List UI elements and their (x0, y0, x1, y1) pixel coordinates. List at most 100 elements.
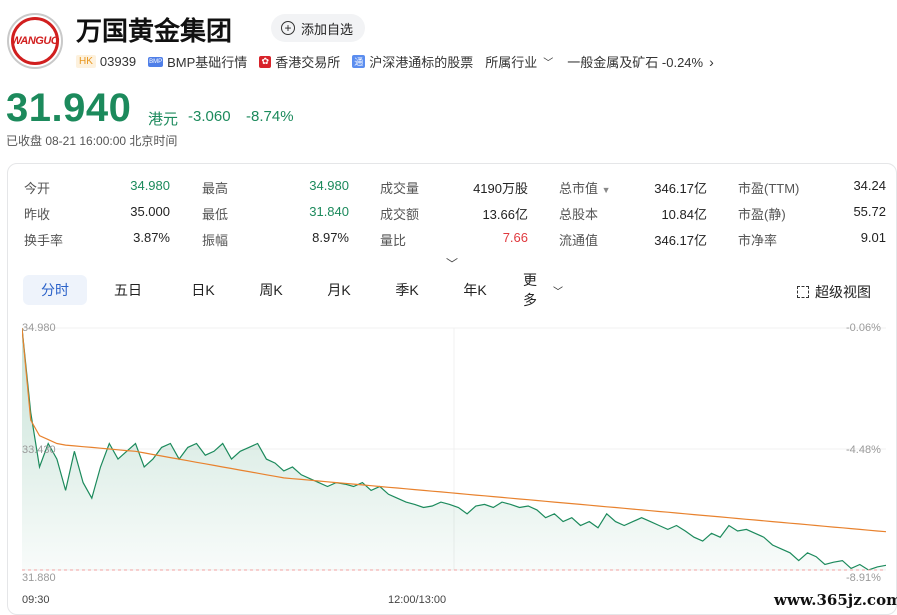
x-tick-midday: 12:00/13:00 (388, 594, 447, 606)
price-unit: 港元 (148, 111, 179, 128)
x-tick-open: 09:30 (22, 594, 50, 606)
watermark: www.365jz.com (774, 591, 897, 609)
average-price-line (22, 327, 886, 533)
stat-label: 昨收 (24, 207, 51, 222)
stat-amplitude: 振幅 8.97% (202, 230, 349, 248)
tab-more[interactable]: 更多 ﹀ (509, 272, 577, 308)
stat-value: 55.72 (853, 204, 886, 219)
stat-label: 今开 (24, 181, 51, 196)
stat-label: 市净率 (738, 233, 778, 248)
stat-total-shares: 总股本 10.84亿 (559, 204, 707, 222)
stat-label: 换手率 (24, 233, 64, 248)
stat-label: 振幅 (202, 233, 229, 248)
stat-value: 3.87% (133, 230, 170, 245)
bmp-tag[interactable]: BMP BMP基础行情 (148, 52, 247, 71)
stat-value: 4190万股 (473, 181, 528, 196)
bmp-tag-label: BMP基础行情 (167, 55, 248, 70)
stat-value: 31.840 (309, 204, 349, 219)
stat-value: 35.000 (130, 204, 170, 219)
stock-code: 03939 (99, 54, 137, 69)
y-tick-left-mid: 33.430 (22, 444, 56, 456)
stat-high: 最高 34.980 (202, 178, 349, 196)
price-area (22, 328, 886, 570)
stock-tags: HK 03939 BMP BMP基础行情 ✿ 香港交易所 通 沪深港通标的股票 … (76, 52, 726, 71)
market-badge: HK (76, 55, 96, 68)
hkex-tag-label: 香港交易所 (275, 55, 341, 70)
stat-value: 346.17亿 (654, 233, 707, 248)
y-tick-right-bottom: -8.91% (846, 572, 881, 584)
connect-icon: 通 (352, 55, 366, 68)
y-tick-left-top: 34.980 (22, 322, 56, 334)
tab-more-label: 更多 (523, 272, 537, 308)
stock-title: 万国黄金集团 (76, 16, 233, 46)
stat-label: 总股本 (559, 207, 599, 222)
stat-label: 最低 (202, 207, 229, 222)
stat-label: 量比 (380, 233, 407, 248)
hkex-tag[interactable]: ✿ 香港交易所 (259, 52, 340, 71)
expand-stats-chevron-icon[interactable]: ﹀ (446, 257, 459, 271)
stat-open: 今开 34.980 (24, 178, 170, 196)
stat-label: 流通值 (559, 233, 599, 248)
tab-intraday[interactable]: 分时 (23, 275, 87, 305)
logo-emblem: WANGUO (11, 17, 59, 65)
stat-value: 34.980 (309, 178, 349, 193)
super-view-button[interactable]: 超级视图 (797, 282, 871, 302)
chevron-down-icon: ﹀ (553, 286, 563, 298)
connect-tag-label: 沪深港通标的股票 (369, 55, 474, 70)
stat-turnover: 成交额 13.66亿 (380, 204, 528, 222)
stock-code-tag: HK 03939 (76, 54, 136, 69)
connect-tag[interactable]: 通 沪深港通标的股票 (352, 52, 473, 71)
tab-yearly-k[interactable]: 年K (463, 282, 487, 298)
stat-label: 成交量 (380, 181, 420, 196)
stat-value: 8.97% (312, 230, 349, 245)
stat-pb: 市净率 9.01 (738, 230, 886, 248)
stat-mktcap[interactable]: 总市值 ▼ 346.17亿 (559, 178, 707, 196)
stat-label: 最高 (202, 181, 229, 196)
plus-circle-icon: + (281, 21, 295, 35)
add-watchlist-button[interactable]: + 添加自选 (271, 14, 366, 42)
stat-float-cap: 流通值 346.17亿 (559, 230, 707, 248)
stat-value: 13.66亿 (482, 207, 528, 222)
bmp-icon: BMP (148, 56, 164, 67)
stat-vol-ratio: 量比 7.66 (380, 230, 528, 248)
price-change: -3.060 (188, 108, 231, 125)
tab-five-day[interactable]: 五日 (114, 282, 142, 298)
stat-volume: 成交量 4190万股 (380, 178, 528, 196)
super-view-label: 超级视图 (815, 284, 871, 300)
fullscreen-icon (797, 286, 809, 298)
tab-monthly-k[interactable]: 月K (327, 282, 351, 298)
stat-turnover-rate: 换手率 3.87% (24, 230, 170, 248)
add-watchlist-label: 添加自选 (301, 21, 354, 37)
current-price: 31.940 (6, 86, 132, 130)
hkex-icon: ✿ (259, 55, 272, 68)
stat-label: 市盈(TTM) (738, 181, 800, 196)
stat-low: 最低 31.840 (202, 204, 349, 222)
stat-value: 9.01 (860, 230, 886, 245)
y-tick-left-bottom: 31.880 (22, 572, 56, 584)
stat-value: 10.84亿 (661, 207, 707, 222)
tab-weekly-k[interactable]: 周K (259, 282, 283, 298)
stat-label: 成交额 (380, 207, 420, 222)
tab-quarterly-k[interactable]: 季K (395, 282, 419, 298)
stat-pe-static: 市盈(静) 55.72 (738, 204, 886, 222)
chevron-down-icon: ﹀ (543, 58, 554, 69)
chart-period-tabs: 分时 五日 日K 周K 月K 季K 年K 更多 ﹀ (23, 272, 577, 308)
stat-value: 34.24 (853, 178, 886, 193)
chevron-right-icon: › (709, 53, 714, 70)
market-status: 已收盘 08-21 16:00:00 北京时间 (6, 134, 178, 148)
caret-down-icon: ▼ (601, 185, 611, 195)
stat-prev-close: 昨收 35.000 (24, 204, 170, 222)
logo-text: WANGUO (11, 35, 59, 47)
industry-label: 所属行业 (485, 55, 538, 70)
stat-label: 市盈(静) (738, 207, 786, 222)
stat-value: 346.17亿 (654, 181, 707, 196)
price-line (22, 327, 886, 571)
stat-value: 7.66 (502, 230, 528, 245)
industry-link[interactable]: 所属行业 ﹀ 一般金属及矿石 -0.24% › (485, 52, 714, 71)
y-tick-right-mid: -4.48% (846, 444, 881, 456)
company-logo: WANGUO (7, 13, 63, 69)
tab-daily-k[interactable]: 日K (191, 282, 215, 298)
intraday-chart[interactable] (22, 318, 886, 580)
stat-pe-ttm: 市盈(TTM) 34.24 (738, 178, 886, 196)
y-tick-right-top: -0.06% (846, 322, 881, 334)
